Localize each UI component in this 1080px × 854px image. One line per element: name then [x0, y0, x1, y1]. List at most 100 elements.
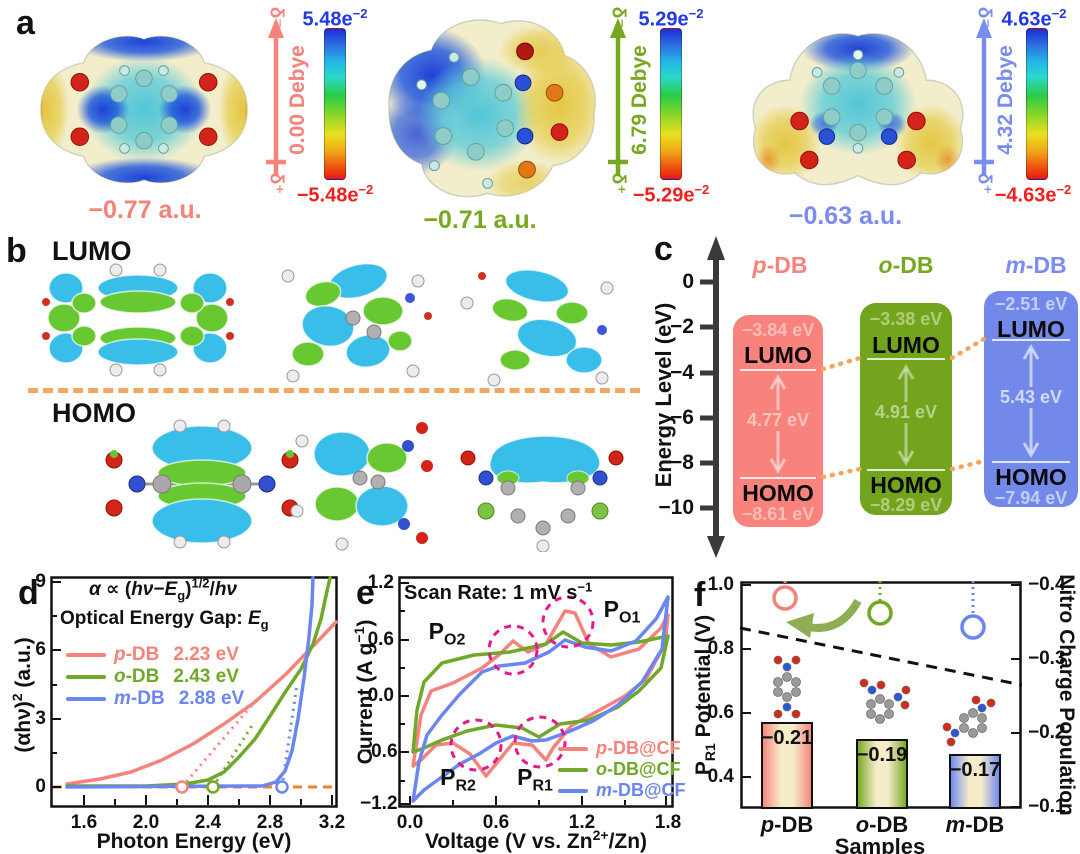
lumo-homo-divider — [28, 388, 640, 393]
f-ytick-left-1: 1.0 — [707, 574, 734, 595]
panel-e: e Scan Rate: 1 mV s−1 PO2 PO1 PR2 PR1 — [351, 562, 686, 853]
f-ytick-left-2: 0.8 — [707, 638, 734, 659]
molecule-icon-o-db — [859, 678, 911, 724]
peak-label-pr2: PR2 — [440, 764, 476, 795]
panel-b-letter: b — [6, 232, 27, 270]
tauc-plot — [50, 576, 338, 808]
legend-line-p — [66, 652, 106, 657]
colorbar-p — [324, 28, 346, 180]
d-ytick-0: 0 — [35, 776, 46, 797]
panel-e-letter: e — [356, 574, 375, 612]
molecule-m-db — [790, 49, 926, 170]
lumo-orbital-o-db — [281, 262, 432, 383]
e-xtick-2: 0.6 — [482, 812, 510, 833]
f-ytick-left-4: 0.4 — [707, 766, 734, 787]
cv-legend-line-o — [558, 768, 588, 773]
lumo-energy-o: −3.38 eV — [869, 309, 943, 329]
e-xtick-1: 0.0 — [396, 812, 424, 833]
d-ylabel: (αhν)2 (a.u.) — [9, 637, 35, 753]
lumo-energy-p: −3.84 eV — [741, 320, 815, 340]
legend-row-o-db: o-DB 2.43 eV — [66, 666, 239, 688]
esp-min-label-p: −0.77 a.u. — [88, 196, 202, 224]
panel-a-letter: a — [16, 4, 35, 42]
peak-circle-pr2 — [449, 718, 503, 772]
dipole-arrow-m — [974, 18, 994, 176]
colorbar-min-o: −5.29e−2 — [632, 182, 710, 207]
eg-marker-p — [175, 780, 189, 794]
gap-value-p: 4.77 eV — [733, 410, 823, 431]
cv-legend-line-p — [558, 747, 588, 752]
d-ytick-3: 3 — [35, 708, 46, 729]
f-ylabel-right: Nitro Charge Population — [1055, 574, 1078, 816]
molecule-icon-p-db — [773, 655, 801, 719]
dipole-label-m: 4.32 Debye — [994, 45, 1017, 155]
peak-circle-po2 — [487, 624, 539, 676]
lumo-level-line-m — [991, 339, 1071, 341]
d-ytick-6: 6 — [35, 639, 46, 660]
esp-map-p-db — [40, 35, 248, 184]
d-xtick-2: 2.0 — [132, 812, 160, 833]
f-ytick-right-2: −0.3 — [1028, 648, 1066, 669]
colorbar-m — [1026, 28, 1048, 180]
d-xtick-3: 2.4 — [194, 812, 222, 833]
homo-energy-m: −7.94 eV — [994, 488, 1068, 508]
bar-plot — [740, 581, 1022, 809]
legend-line-m — [66, 696, 106, 701]
energy-tick-4: −4 — [670, 361, 694, 384]
homo-orbital-m-db — [460, 435, 624, 552]
peak-circle-po1 — [541, 595, 595, 649]
e-xlabel: Voltage (V vs. Zn2+/Zn) — [424, 827, 648, 853]
gap-value-m: 5.43 eV — [984, 387, 1078, 408]
d-xtick-1: 1.6 — [70, 812, 98, 833]
homo-level-line-o — [867, 469, 945, 471]
charge-value-o: −0.19 — [856, 744, 908, 766]
d-xlabel: Photon Energy (eV) — [96, 830, 292, 853]
e-ytick-4: −0.6 — [360, 741, 398, 762]
e-ytick-2: 0.6 — [367, 629, 394, 650]
bar-o-db — [856, 739, 908, 809]
energy-tick-10: −10 — [658, 496, 694, 519]
curve-m-db — [65, 576, 315, 789]
peak-circle-pr1 — [513, 715, 567, 769]
lumo-energy-m: −2.51 eV — [994, 294, 1068, 314]
panel-f-letter: f — [694, 576, 706, 614]
charge-value-p: −0.21 — [761, 727, 813, 749]
gap-value-o: 4.91 eV — [860, 402, 952, 423]
energy-block-o-db: −3.38 eV LUMO 4.91 eV HOMO −8.29 eV — [860, 303, 952, 515]
legend-row-m-db: m-DB 2.88 eV — [66, 688, 244, 710]
level-connectors — [820, 336, 987, 480]
lumo-word-o: LUMO — [872, 332, 940, 358]
d-xtick-4: 2.8 — [256, 812, 284, 833]
lumo-level-line-o — [867, 358, 945, 360]
bar-p-db — [761, 722, 813, 809]
optical-gap-caption: Optical Energy Gap: Eg — [60, 608, 269, 632]
column-header-m-db: m-DB — [1005, 252, 1067, 278]
charge-value-m: −0.17 — [949, 759, 1001, 781]
colorbar-max-p: 5.48e−2 — [302, 6, 368, 31]
f-ylabel-left: PR1 Potential (V) — [692, 614, 719, 776]
cv-legend-line-m — [558, 789, 588, 794]
cv-plot — [398, 576, 674, 808]
e-xtick-3: 1.2 — [568, 812, 596, 833]
f-ytick-left-3: 0.6 — [707, 702, 734, 723]
curve-o-db — [65, 576, 332, 788]
lumo-word-m: LUMO — [997, 316, 1065, 342]
charge-marker-p — [772, 585, 798, 611]
lumo-level-line-p — [740, 369, 816, 371]
homo-level-line-p — [740, 477, 816, 479]
f-ytick-right-3: −0.2 — [1028, 722, 1066, 743]
peak-label-pr1: PR1 — [517, 764, 553, 795]
lumo-orbital-m-db — [460, 269, 614, 387]
panel-d-letter: d — [18, 574, 39, 612]
cv-legend-p: p-DB@CF — [558, 738, 681, 759]
homo-orbital-p-db — [105, 419, 299, 549]
esp-min-label-o: −0.71 a.u. — [423, 206, 537, 234]
e-ytick-5: −1.2 — [360, 793, 398, 814]
dipole-label-o: 6.79 Debye — [628, 45, 651, 155]
delta-plus-label-p: δ⁺ — [265, 172, 287, 195]
dipole-label-p: 0.00 Debye — [286, 45, 309, 155]
esp-map-m-db — [752, 33, 964, 186]
homo-word-o: HOMO — [870, 472, 942, 498]
peak-label-po2: PO2 — [428, 618, 466, 649]
cv-legend-o: o-DB@CF — [558, 759, 681, 780]
